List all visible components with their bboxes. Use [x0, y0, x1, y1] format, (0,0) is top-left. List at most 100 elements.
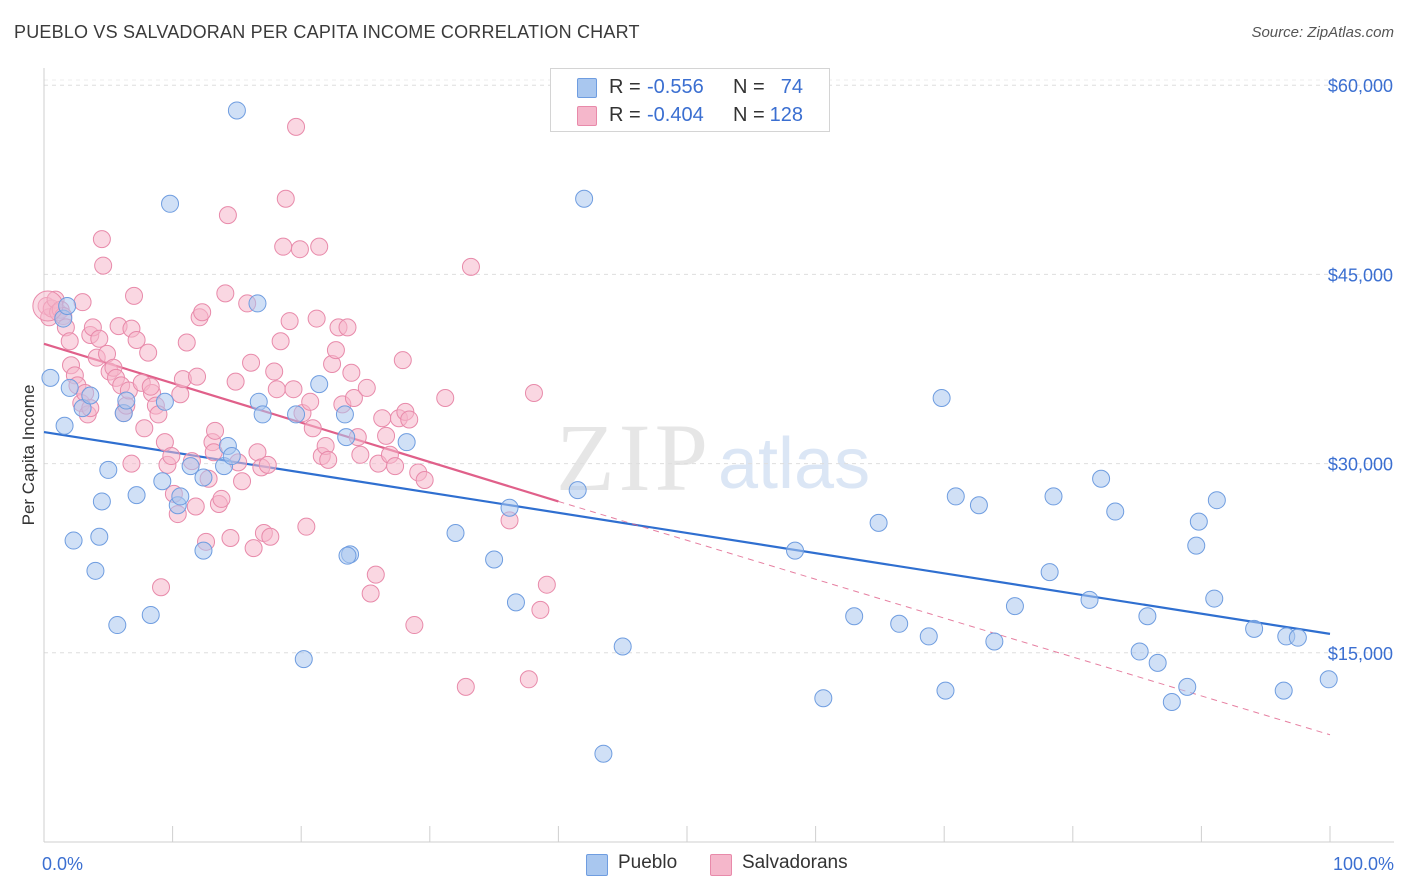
data-point-pueblo [310, 375, 329, 394]
zipatlas-watermark: ZIP atlas [556, 404, 870, 511]
data-point-salvadorans [280, 312, 299, 331]
bottom-legend-swatch-pueblo [586, 854, 608, 876]
data-point-salvadorans [386, 457, 405, 476]
data-point-salvadorans [216, 284, 235, 303]
data-point-salvadorans [73, 293, 92, 312]
data-point-salvadorans [258, 455, 277, 474]
data-point-pueblo [1080, 590, 1099, 609]
data-point-salvadorans [290, 240, 309, 259]
data-point-salvadorans [92, 230, 111, 249]
data-point-salvadorans [177, 333, 196, 352]
data-point-pueblo [568, 481, 587, 500]
data-point-salvadorans [186, 497, 205, 516]
data-point-pueblo [1189, 512, 1208, 531]
legend-r-label: R = [609, 104, 641, 126]
data-point-pueblo [41, 368, 60, 387]
y-tick-label: $15,000 [1328, 644, 1393, 664]
x-tick-label-min: 0.0% [42, 854, 83, 874]
data-point-pueblo [1148, 653, 1167, 672]
data-point-pueblo [1288, 628, 1307, 647]
data-point-salvadorans [188, 367, 207, 386]
source-label: Source: ZipAtlas.com [1251, 24, 1394, 41]
data-point-salvadorans [461, 257, 480, 276]
data-point-pueblo [919, 627, 938, 646]
data-point-salvadorans [90, 329, 109, 348]
data-point-salvadorans [393, 351, 412, 370]
data-point-salvadorans [519, 670, 538, 689]
data-point-salvadorans [366, 565, 385, 584]
data-point-pueblo [1187, 536, 1206, 555]
data-point-pueblo [81, 386, 100, 405]
data-point-pueblo [64, 531, 83, 550]
data-point-salvadorans [162, 447, 181, 466]
data-point-pueblo [890, 614, 909, 633]
data-point-salvadorans [319, 450, 338, 469]
data-point-salvadorans [242, 353, 261, 372]
data-point-pueblo [1207, 491, 1226, 510]
data-point-pueblo [161, 194, 180, 213]
data-point-pueblo [506, 593, 525, 612]
data-point-pueblo [814, 689, 833, 708]
data-point-salvadorans [377, 426, 396, 445]
bottom-legend-swatch-salvadorans [710, 854, 732, 876]
data-point-pueblo [1274, 681, 1293, 700]
data-point-pueblo [1040, 563, 1059, 582]
legend-swatch-pueblo [577, 78, 597, 98]
data-point-salvadorans [265, 362, 284, 381]
data-point-pueblo [1106, 502, 1125, 521]
data-point-salvadorans [524, 383, 543, 402]
data-point-salvadorans [287, 117, 306, 136]
correlation-legend: R = -0.556 N = 74 R = -0.404 N = 128 [550, 68, 830, 132]
data-point-pueblo [181, 457, 200, 476]
data-point-salvadorans [303, 419, 322, 438]
data-point-salvadorans [307, 309, 326, 328]
data-point-salvadorans [274, 237, 293, 256]
data-point-pueblo [194, 541, 213, 560]
data-point-pueblo [1162, 692, 1181, 711]
data-point-salvadorans [141, 377, 160, 396]
data-point-salvadorans [244, 539, 263, 558]
data-point-salvadorans [193, 303, 212, 322]
data-point-pueblo [294, 650, 313, 669]
data-point-pueblo [397, 433, 416, 452]
legend-swatch-salvadorans [577, 106, 597, 126]
data-point-salvadorans [276, 189, 295, 208]
data-point-pueblo [153, 472, 172, 491]
data-point-salvadorans [122, 454, 141, 473]
data-point-salvadorans [531, 600, 550, 619]
data-point-pueblo [90, 527, 109, 546]
data-point-salvadorans [267, 380, 286, 399]
data-point-pueblo [171, 487, 190, 506]
data-point-pueblo [127, 486, 146, 505]
data-point-pueblo [55, 416, 74, 435]
data-point-pueblo [1138, 607, 1157, 626]
data-point-pueblo [141, 605, 160, 624]
data-point-salvadorans [342, 363, 361, 382]
y-tick-label: $30,000 [1328, 455, 1393, 475]
data-point-pueblo [194, 468, 213, 487]
data-point-salvadorans [351, 445, 370, 464]
trendline-salvadorans [43, 342, 559, 503]
data-point-pueblo [222, 447, 241, 466]
data-point-salvadorans [94, 256, 113, 275]
data-point-salvadorans [212, 489, 231, 508]
data-point-salvadorans [373, 409, 392, 428]
data-point-salvadorans [226, 372, 245, 391]
data-point-salvadorans [152, 578, 171, 597]
data-point-pueblo [253, 405, 272, 424]
data-point-salvadorans [261, 527, 280, 546]
data-point-pueblo [287, 405, 306, 424]
data-point-pueblo [1245, 619, 1264, 638]
legend-n-value: 128 [769, 104, 803, 126]
data-point-pueblo [99, 460, 118, 479]
data-point-salvadorans [361, 584, 380, 603]
data-point-salvadorans [171, 385, 190, 404]
data-point-pueblo [969, 496, 988, 515]
data-point-salvadorans [206, 421, 225, 440]
data-point-salvadorans [135, 419, 154, 438]
y-tick-label: $45,000 [1328, 265, 1393, 285]
data-point-salvadorans [338, 318, 357, 337]
data-point-pueblo [227, 101, 246, 120]
data-point-salvadorans [436, 389, 455, 408]
data-point-pueblo [155, 392, 174, 411]
